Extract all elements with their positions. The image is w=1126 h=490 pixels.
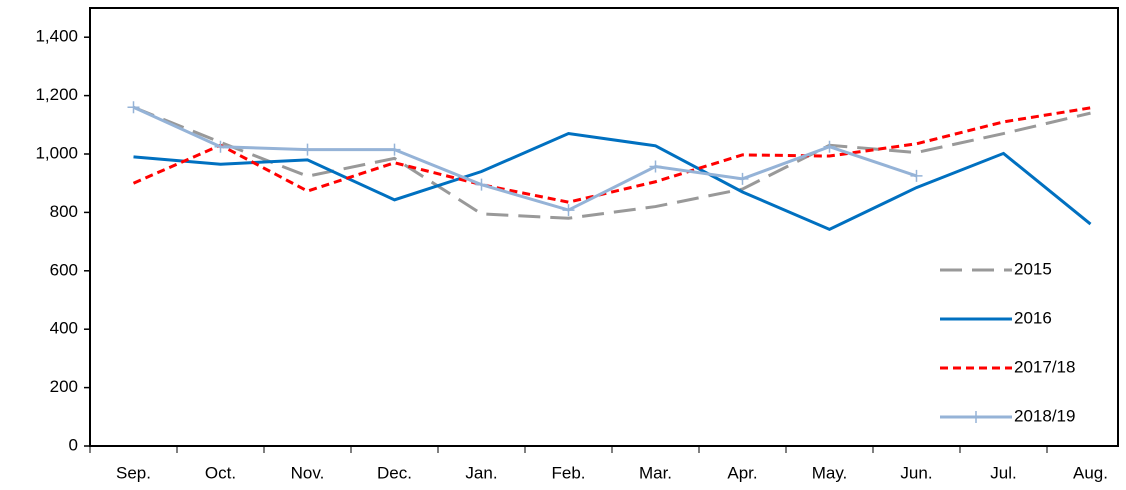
series-line: [133, 132, 1092, 231]
x-tick-label: Jun.: [900, 463, 932, 482]
plot-frame: [89, 7, 1119, 447]
x-tick-label: Apr.: [727, 463, 757, 482]
point-marker: [649, 160, 662, 173]
y-tick-label: 1,400: [35, 27, 78, 46]
point-marker: [127, 101, 140, 114]
x-tick-label: Feb.: [551, 463, 585, 482]
point-marker: [562, 204, 575, 217]
y-tick-label: 800: [50, 202, 78, 221]
x-tick-label: Sep.: [116, 463, 151, 482]
x-tick-label: Mar.: [639, 463, 672, 482]
point-marker: [910, 169, 923, 182]
x-tick-label: Jul.: [990, 463, 1016, 482]
y-tick-label: 400: [50, 319, 78, 338]
series-line: [132, 105, 917, 212]
point-marker: [388, 143, 401, 156]
legend-label: 2018/19: [1014, 406, 1075, 425]
x-tick-label: Nov.: [291, 463, 325, 482]
y-tick-label: 200: [50, 377, 78, 396]
y-tick-label: 0: [69, 435, 78, 454]
x-tick-label: Oct.: [205, 463, 236, 482]
point-marker: [301, 143, 314, 156]
series-line: [132, 106, 1091, 204]
y-tick-label: 1,000: [35, 143, 78, 162]
y-tick-label: 1,200: [35, 85, 78, 104]
point-marker: [475, 178, 488, 191]
point-marker: [214, 140, 227, 153]
x-tick-label: Aug.: [1073, 463, 1108, 482]
legend-label: 2017/18: [1014, 357, 1075, 376]
series-line: [132, 105, 1091, 220]
y-tick-label: 600: [50, 260, 78, 279]
x-tick-label: Dec.: [377, 463, 412, 482]
point-marker: [823, 140, 836, 153]
x-tick-label: Jan.: [465, 463, 497, 482]
legend-label: 2016: [1014, 308, 1052, 327]
legend-label: 2015: [1014, 259, 1052, 278]
x-tick-label: May.: [812, 463, 848, 482]
point-marker: [736, 172, 749, 185]
legend-marker: [970, 411, 982, 423]
